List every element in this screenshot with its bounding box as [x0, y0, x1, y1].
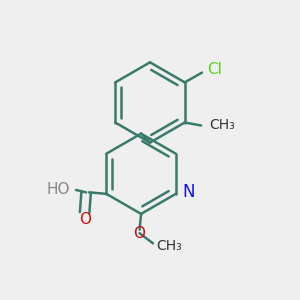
- Text: Cl: Cl: [207, 62, 222, 77]
- Text: O: O: [134, 226, 146, 241]
- Text: N: N: [182, 183, 195, 201]
- Text: HO: HO: [46, 182, 70, 197]
- Text: CH₃: CH₃: [209, 118, 235, 133]
- Text: CH₃: CH₃: [157, 239, 182, 253]
- Text: O: O: [79, 212, 91, 226]
